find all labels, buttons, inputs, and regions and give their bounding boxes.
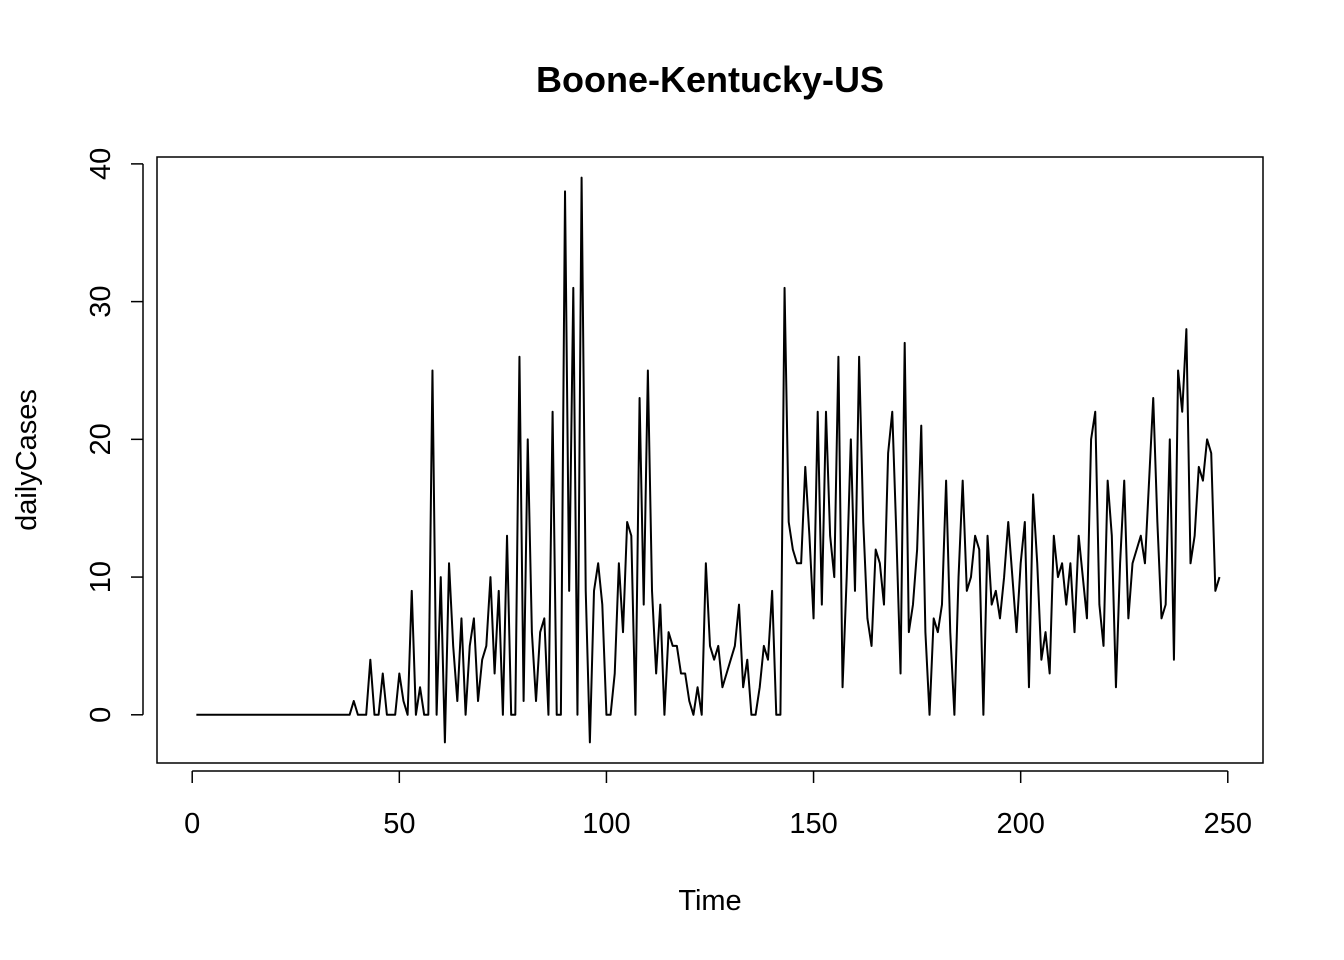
plot-frame <box>156 156 1264 764</box>
x-tick-label: 250 <box>1204 808 1252 840</box>
y-tick-label: 30 <box>85 285 117 317</box>
x-tick-label: 100 <box>582 808 630 840</box>
y-tick-label: 0 <box>85 707 117 723</box>
y-tick-label: 40 <box>85 148 117 180</box>
x-axis-label: Time <box>678 885 741 917</box>
x-tick-label: 0 <box>184 808 200 840</box>
y-tick-label: 20 <box>85 423 117 455</box>
chart-title: Boone-Kentucky-US <box>536 59 884 100</box>
series-line <box>196 176 1221 744</box>
x-tick-label: 200 <box>996 808 1044 840</box>
x-axis: 0 50 100 150 200 250 <box>184 770 1252 840</box>
y-axis-label: dailyCases <box>11 389 43 531</box>
x-tick-label: 50 <box>383 808 415 840</box>
y-axis: 0 10 20 30 40 <box>85 148 144 723</box>
x-tick-label: 150 <box>789 808 837 840</box>
y-tick-label: 10 <box>85 561 117 593</box>
